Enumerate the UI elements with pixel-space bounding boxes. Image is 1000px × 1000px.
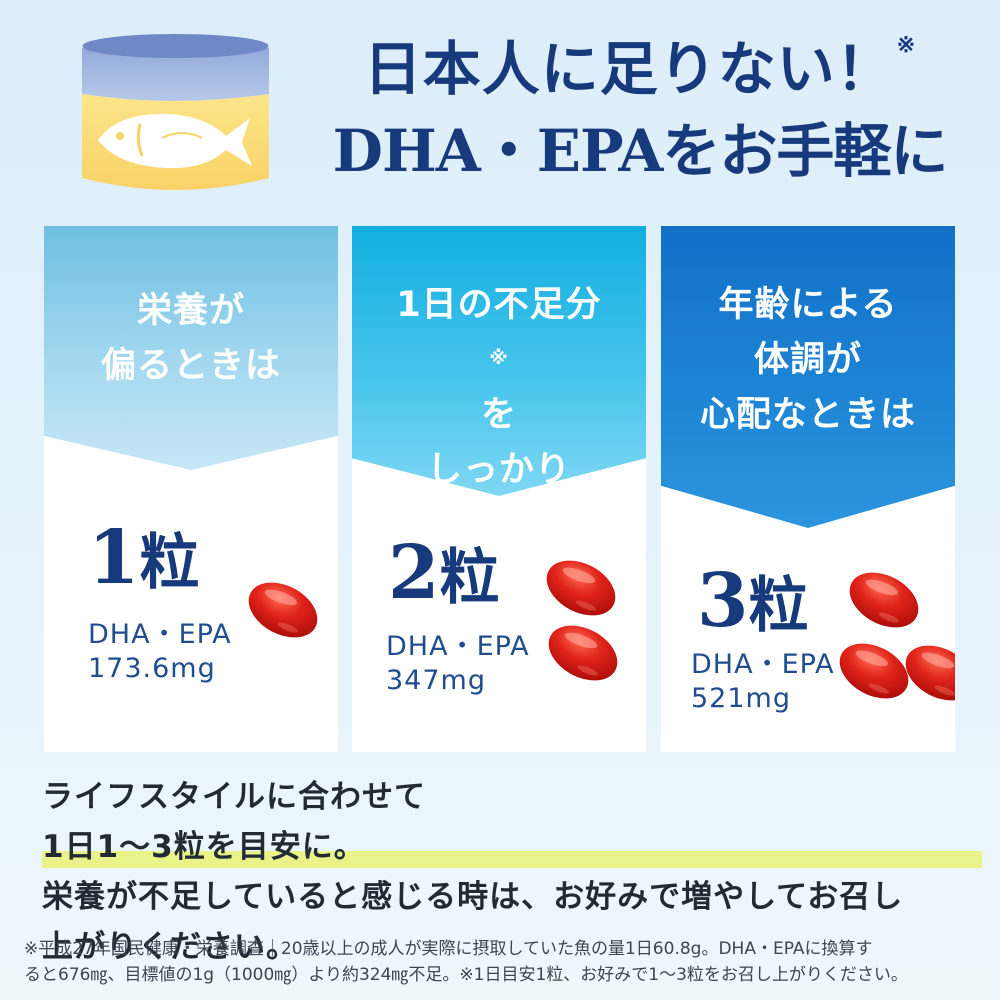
recommendation-line-2: 栄養が不足していると感じる時は、お好みで増やしてお召し: [42, 879, 904, 915]
card-3-header-line-2: 体調が: [753, 340, 862, 380]
card-2-header-line-2: しっかり: [426, 450, 571, 490]
capsule-icon: [542, 553, 620, 623]
card-2-header-line-3: 補いたい: [426, 505, 571, 545]
recommendation-highlight: 1日1〜3粒を目安に。: [42, 822, 982, 872]
card-3-dosage: DHA・EPA 521mg: [691, 649, 835, 714]
capsule-icon: [544, 618, 622, 688]
page-title: 日本人に足りない！※ DHA・EPAをお手軽に: [290, 34, 990, 185]
card-2-header-text: 1日の不足分 ※ を しっかり 補いたい: [352, 278, 646, 553]
card-2-header: [352, 226, 646, 496]
recommendation-line-1: ライフスタイルに合わせて: [42, 779, 426, 815]
card-2-dosage: DHA・EPA 347mg: [386, 631, 530, 696]
capsule-icon: [901, 638, 955, 708]
footnote-line-1: ※平成27年国民健康・栄養調査｜20歳以上の成人が実際に摂取していた魚の量1日6…: [24, 939, 873, 959]
card-2-count: 2粒: [388, 530, 500, 616]
card-3-header-text: 年齢による 体調が 心配なときは: [661, 278, 955, 443]
card-3-header-line-1: 年齢による: [718, 285, 898, 325]
fish-oil-jar-icon: [82, 34, 269, 190]
card-2-note-mark: ※: [489, 347, 509, 369]
title-line-2: DHA・EPAをお手軽に: [332, 117, 949, 185]
card-2-header-line-1: 1日の不足分: [396, 285, 602, 325]
recommendation-text: ライフスタイルに合わせて 1日1〜3粒を目安に。 栄養が不足していると感じる時は、…: [42, 772, 982, 972]
card-1-header-line-1: 栄養が: [136, 291, 245, 331]
capsule-icon: [845, 565, 923, 635]
capsule-icon: [244, 575, 322, 645]
card-2-serving: 1日の不足分 ※ を しっかり 補いたい 2粒 DHA・EPA 347mg: [352, 226, 646, 752]
title-note-mark: ※: [896, 32, 917, 58]
card-1-header: [44, 226, 338, 470]
card-1-serving: 栄養が 偏るときは 1粒 DHA・EPA 173.6mg: [44, 226, 338, 752]
card-1-header-text: 栄養が 偏るときは: [44, 284, 338, 394]
card-1-count: 1粒: [88, 515, 200, 601]
recommendation-line-3: 上がりください。: [42, 929, 298, 965]
card-3-header-line-3: 心配なときは: [699, 395, 916, 435]
card-3-header: [661, 226, 955, 528]
footnote: ※平成27年国民健康・栄養調査｜20歳以上の成人が実際に摂取していた魚の量1日6…: [24, 936, 984, 988]
title-line-1: 日本人に足りない！: [363, 35, 895, 103]
card-3-serving: 年齢による 体調が 心配なときは 3粒 DHA・EPA 521mg: [661, 226, 955, 752]
card-3-count: 3粒: [697, 558, 809, 644]
card-1-dosage: DHA・EPA 173.6mg: [88, 619, 232, 684]
footnote-line-2: ると676㎎、目標値の1g（1000㎎）より約324㎎不足。※1日目安1粒、お好…: [24, 965, 908, 985]
card-1-header-line-2: 偏るときは: [100, 346, 281, 386]
